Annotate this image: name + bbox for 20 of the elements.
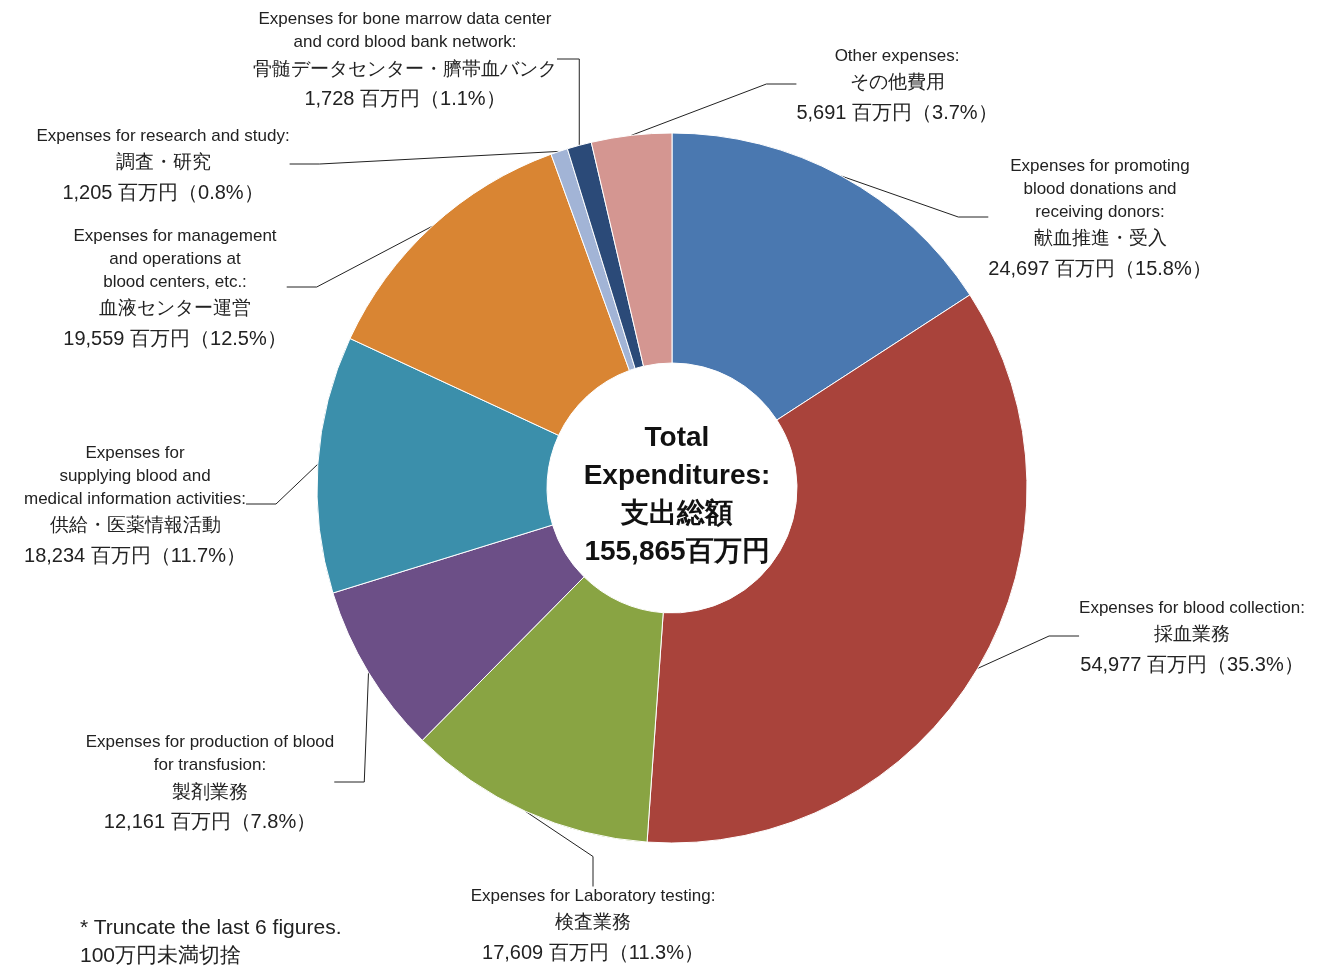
slice-label: Other expenses: その他費用 (834, 45, 960, 92)
slice-label: Expenses for blood collection: 採血業務 (1079, 597, 1305, 644)
text: Total Expenditures: 支出総額 155,865百万円 (583, 420, 771, 566)
data-label: 17,609 百万円（11.3%） (482, 940, 704, 963)
slice-label: Expenses for promoting blood donations and receiving donors: 献血推進・受入 (1010, 155, 1190, 248)
data-label: 54,977 百万円（35.3%） (1080, 652, 1304, 675)
data-label: 18,234 百万円（11.7%） (24, 543, 246, 566)
data-label: 19,559 百万円（12.5%） (63, 326, 287, 349)
slice-label: Expenses for research and study: 調査・研究 (36, 125, 290, 172)
slice-label: Expenses for management and operations at blood centers, etc.: 血液センター運営 (73, 225, 277, 318)
data-label: 24,697 百万円（15.8%） (988, 256, 1212, 279)
data-label: 1,205 百万円（0.8%） (62, 180, 264, 203)
data-label: 1,728 百万円（1.1%） (304, 87, 506, 109)
slice-label: Expenses for Laboratory testing: 検査業務 (470, 885, 716, 932)
slice-label: Expenses for production of blood for transfusion: 製剤業務 (85, 732, 335, 802)
slice-label: Expenses for bone marrow data center and cord blood bank network: 骨髄データセンター・臍帯血バンク (253, 9, 557, 79)
slice-label: Expenses for supplying blood and medical information activities: 供給・医薬情報活動 (23, 442, 247, 535)
data-label: 5,691 百万円（3.7%） (796, 100, 998, 123)
data-label: 12,161 百万円（7.8%） (103, 810, 317, 832)
text: * Truncate the last 6 figures. 100万円未満切捨 (80, 914, 342, 966)
